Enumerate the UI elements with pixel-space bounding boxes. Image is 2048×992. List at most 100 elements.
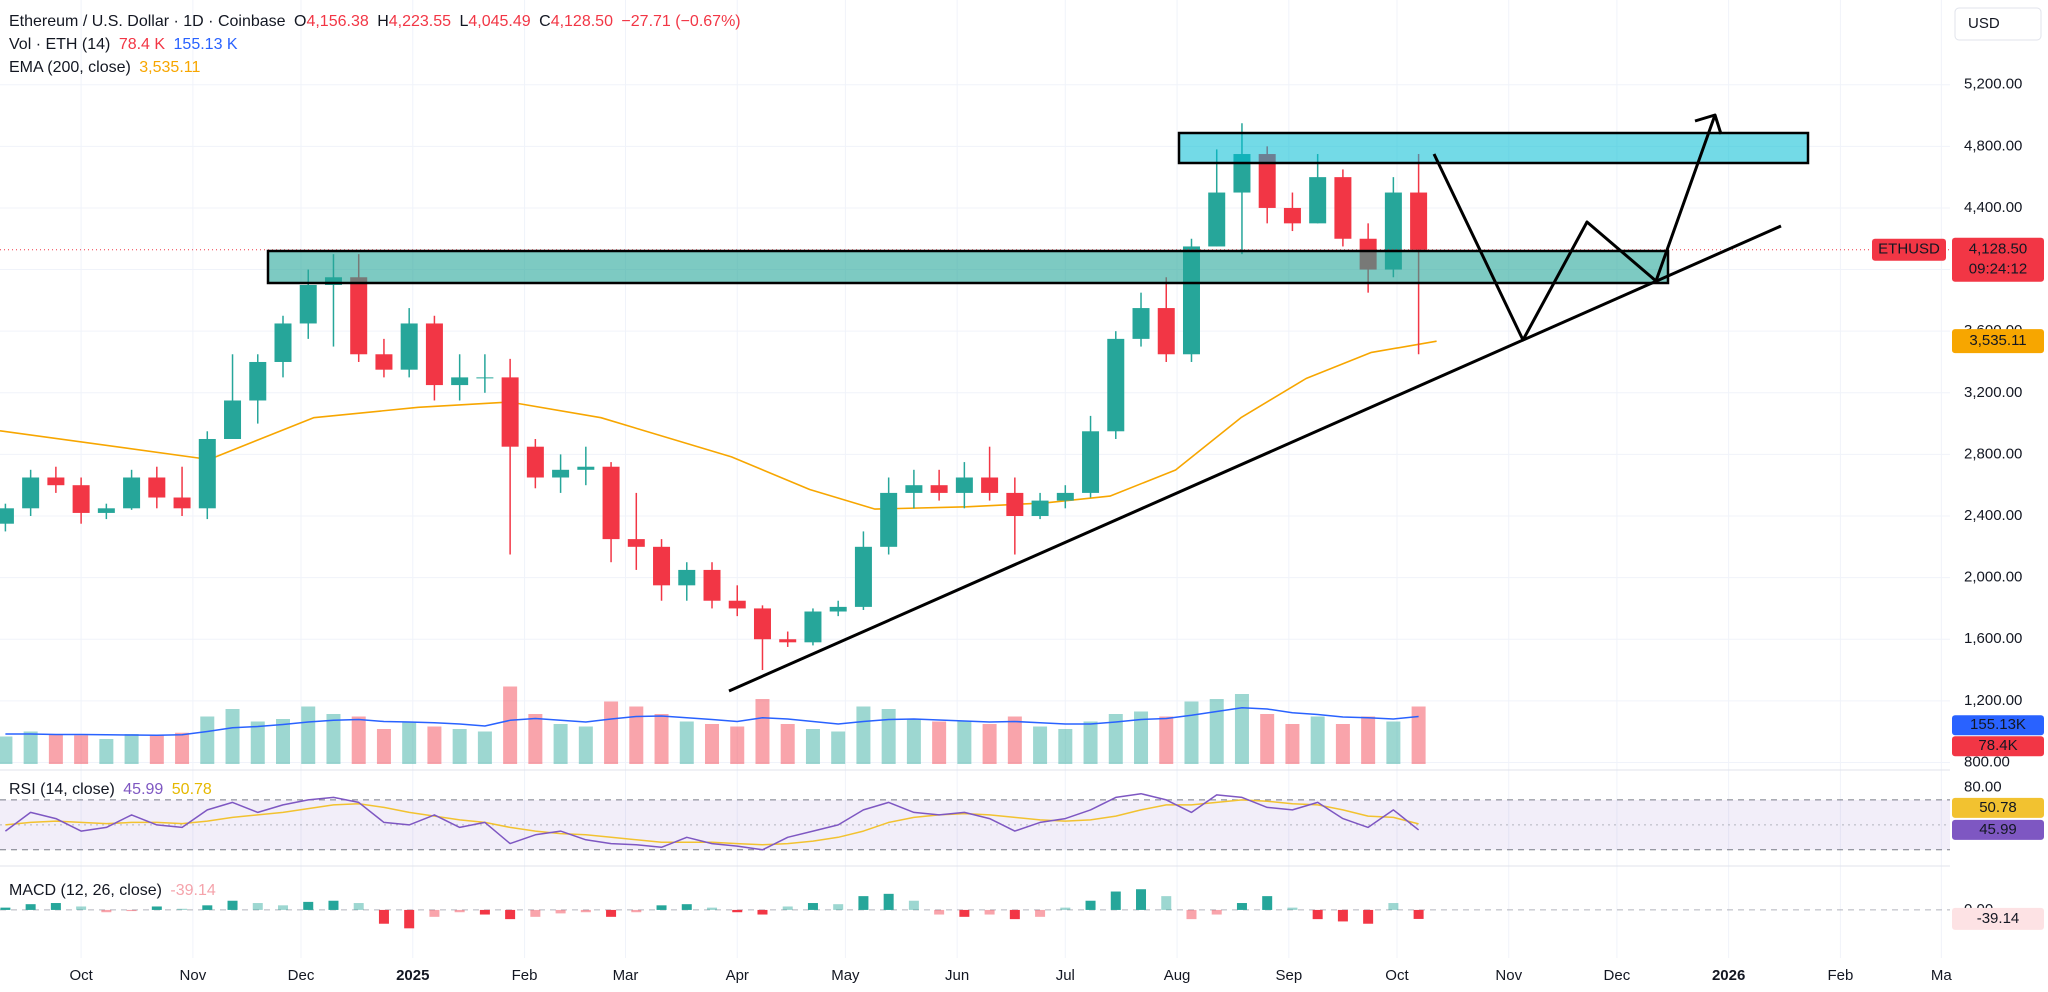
candle-body	[1031, 500, 1049, 517]
candle-body	[880, 492, 898, 547]
volume-bar	[250, 721, 265, 764]
volume-bar	[1134, 711, 1149, 764]
symbol-title[interactable]: Ethereum / U.S. Dollar · 1D · Coinbase	[9, 13, 286, 30]
candle-body	[829, 606, 847, 612]
macd-bar	[530, 909, 541, 917]
x-tick-label: Aug	[1164, 967, 1191, 984]
candle-body	[148, 477, 166, 498]
trend-line	[728, 224, 1782, 693]
y-tick-label: 2,800.00	[1964, 445, 2022, 462]
macd-bar	[908, 900, 919, 910]
volume-axis-label: 155.13K	[1970, 716, 2026, 733]
volume-bar	[477, 731, 492, 764]
rsi-legend: RSI (14, close) 45.99 50.78	[9, 778, 216, 801]
symbol-legend: Ethereum / U.S. Dollar · 1D · Coinbase O…	[9, 10, 745, 33]
volume-title[interactable]: Vol · ETH (14)	[9, 36, 111, 53]
ohlc-value: 4,223.55	[388, 13, 452, 30]
candle-body	[577, 466, 595, 470]
candle-body	[97, 508, 115, 513]
volume-bar	[0, 736, 13, 764]
macd-bar	[1312, 909, 1323, 920]
volume-bar	[528, 714, 543, 764]
volume-bar	[124, 734, 139, 764]
volume-bar	[23, 731, 38, 764]
x-tick-label: Oct	[1385, 967, 1409, 984]
candle-body	[198, 438, 216, 509]
macd-bar	[555, 909, 566, 914]
x-tick-label: 2026	[1712, 967, 1745, 984]
candle-body	[1208, 192, 1226, 247]
drawings	[266, 113, 1810, 693]
volume-bar	[48, 734, 63, 764]
macd-title[interactable]: MACD (12, 26, close)	[9, 882, 162, 899]
candle-body	[1056, 492, 1074, 501]
macd-bar	[580, 909, 591, 913]
volume-ma-line	[5, 707, 1419, 737]
x-tick-label: Apr	[726, 967, 749, 984]
volume-bar	[604, 701, 619, 764]
macd-bar	[151, 906, 162, 910]
volume-bar	[1184, 701, 1199, 764]
volume-bar	[276, 719, 291, 764]
macd-axis-label-box	[1952, 907, 2044, 930]
x-tick-label: Dec	[1604, 967, 1631, 984]
y-tick-label: 4,400.00	[1964, 199, 2022, 216]
label-layer: 3,535.11 4,128.50 09:24:12 ETHUSD 78.4K 155.1…	[1872, 237, 2044, 930]
macd-bar	[1060, 907, 1071, 910]
candle-body	[1006, 492, 1024, 517]
volume-bar	[1209, 699, 1224, 764]
rsi-axis-label-box	[1952, 819, 2044, 840]
candle-body	[779, 639, 797, 643]
currency-button[interactable]	[1954, 7, 2042, 41]
volume-axis-label-box	[1952, 715, 2044, 736]
macd-bar	[757, 909, 768, 915]
macd-bar	[505, 909, 516, 920]
x-tick-label: May	[831, 967, 860, 984]
candle-body	[1132, 308, 1150, 339]
volume-bar	[1083, 721, 1098, 764]
macd-bar	[1236, 903, 1247, 910]
rsi-axis-label: 45.99	[1979, 821, 2017, 838]
candle-body	[627, 539, 645, 547]
macd-bar	[707, 907, 718, 910]
volume-bar	[856, 706, 871, 764]
volume-bar	[149, 735, 164, 764]
y-tick-label: 5,200.00	[1964, 76, 2022, 93]
rsi-title[interactable]: RSI (14, close)	[9, 781, 115, 798]
symbol-tag-box	[1872, 238, 1946, 261]
volume-bar	[74, 735, 89, 764]
macd-bar	[429, 909, 440, 917]
volume-bar	[730, 726, 745, 764]
macd-bar	[984, 909, 995, 915]
candle-body	[425, 323, 443, 386]
candle-body	[930, 485, 948, 493]
macd-bar	[1186, 909, 1197, 920]
ohlc-key: L	[459, 13, 469, 30]
macd-bar	[177, 908, 188, 910]
ema-title[interactable]: EMA (200, close)	[9, 59, 131, 76]
macd-bar	[227, 900, 238, 910]
macd-bar	[1363, 909, 1374, 924]
macd-bar	[76, 906, 87, 910]
y-tick-label: 1,200.00	[1964, 692, 2022, 709]
volume-bar	[1335, 724, 1350, 764]
volume-axis-label: 78.4K	[1978, 737, 2017, 754]
volume-bar	[982, 724, 997, 764]
ohlc-key: H	[377, 13, 389, 30]
y-tick-label: 3,200.00	[1964, 384, 2022, 401]
volume-bar	[831, 731, 846, 764]
macd-bar	[1161, 896, 1172, 910]
macd-bar	[1009, 909, 1020, 920]
macd-bar	[101, 909, 112, 913]
rsi-tick-label: 80.00	[1964, 778, 2002, 795]
macd-bar	[1287, 907, 1298, 910]
macd-bar	[50, 903, 61, 910]
volume-bar	[1033, 726, 1048, 764]
macd-bar	[631, 909, 642, 913]
support-zone	[266, 249, 1670, 285]
volume-bar	[427, 726, 442, 764]
rsi-axis-label-box	[1952, 797, 2044, 818]
x-tick-label: Feb	[1827, 967, 1853, 984]
macd-bar	[833, 904, 844, 910]
